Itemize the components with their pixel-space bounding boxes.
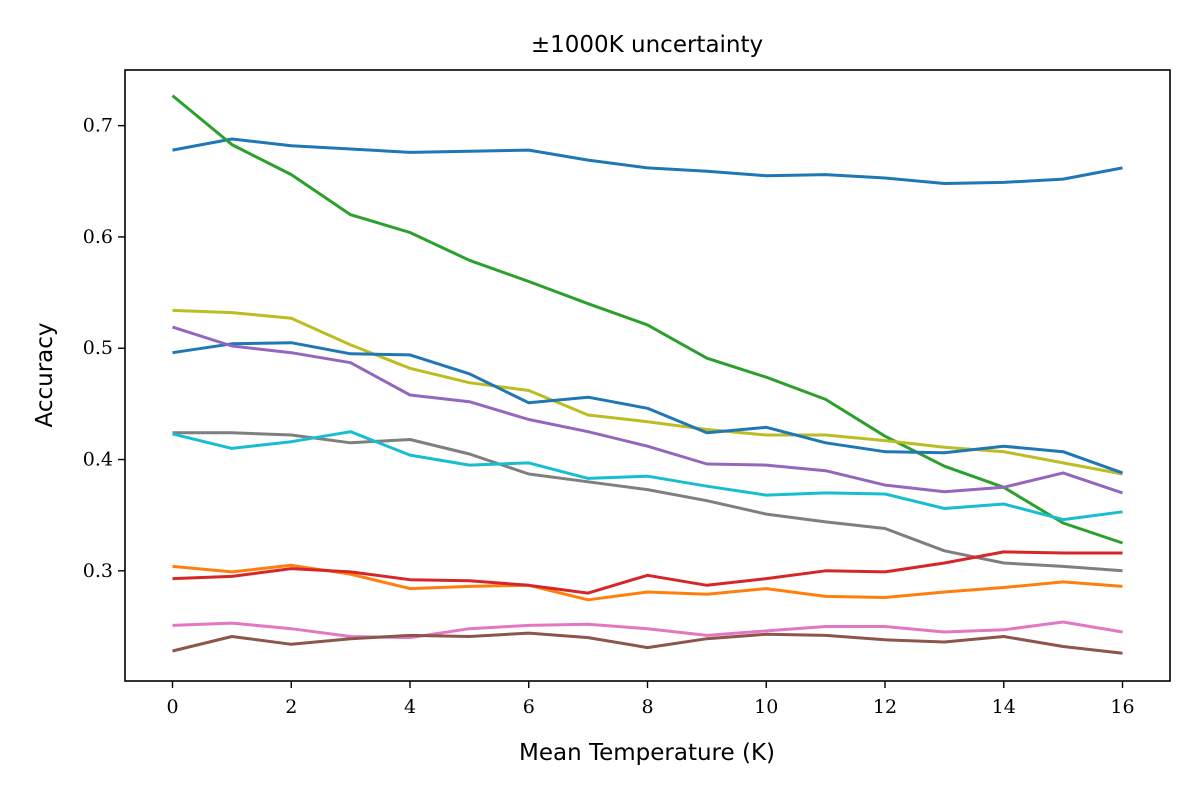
x-tick-label: 10 bbox=[754, 696, 778, 718]
series-line-1 bbox=[172, 137, 1123, 185]
series-line-5 bbox=[172, 325, 1123, 495]
x-tick-label: 8 bbox=[641, 696, 653, 718]
x-tick-label: 4 bbox=[404, 696, 416, 718]
y-tick-label: 0.3 bbox=[83, 560, 113, 582]
chart-title: ±1000K uncertainty bbox=[531, 32, 763, 58]
series-line-3 bbox=[172, 308, 1123, 476]
series-line-10 bbox=[172, 620, 1123, 640]
x-tick-label: 16 bbox=[1110, 696, 1134, 718]
y-tick-label: 0.5 bbox=[83, 337, 113, 359]
y-axis-ticks: 0.3 0.4 0.5 0.6 0.7 bbox=[83, 115, 125, 582]
x-tick-label: 2 bbox=[285, 696, 297, 718]
y-tick-label: 0.4 bbox=[83, 449, 113, 471]
y-tick-label: 0.6 bbox=[83, 226, 113, 248]
series-line-9 bbox=[172, 550, 1123, 595]
series-layer bbox=[171, 94, 1124, 655]
x-tick-label: 12 bbox=[873, 696, 897, 718]
x-tick-label: 14 bbox=[992, 696, 1016, 718]
x-axis-label: Mean Temperature (K) bbox=[519, 740, 775, 766]
series-line-7 bbox=[172, 430, 1123, 522]
x-axis-ticks: 0 2 4 6 8 10 12 14 16 bbox=[166, 681, 1135, 718]
series-line-4 bbox=[172, 341, 1124, 475]
y-axis-label: Accuracy bbox=[32, 322, 58, 427]
x-tick-label: 6 bbox=[523, 696, 535, 718]
y-tick-label: 0.7 bbox=[83, 115, 113, 137]
series-line-2 bbox=[171, 94, 1123, 545]
x-tick-label: 0 bbox=[166, 696, 178, 718]
plot-frame bbox=[124, 69, 1171, 682]
series-line-11 bbox=[172, 631, 1123, 655]
series-line-6 bbox=[172, 431, 1123, 573]
